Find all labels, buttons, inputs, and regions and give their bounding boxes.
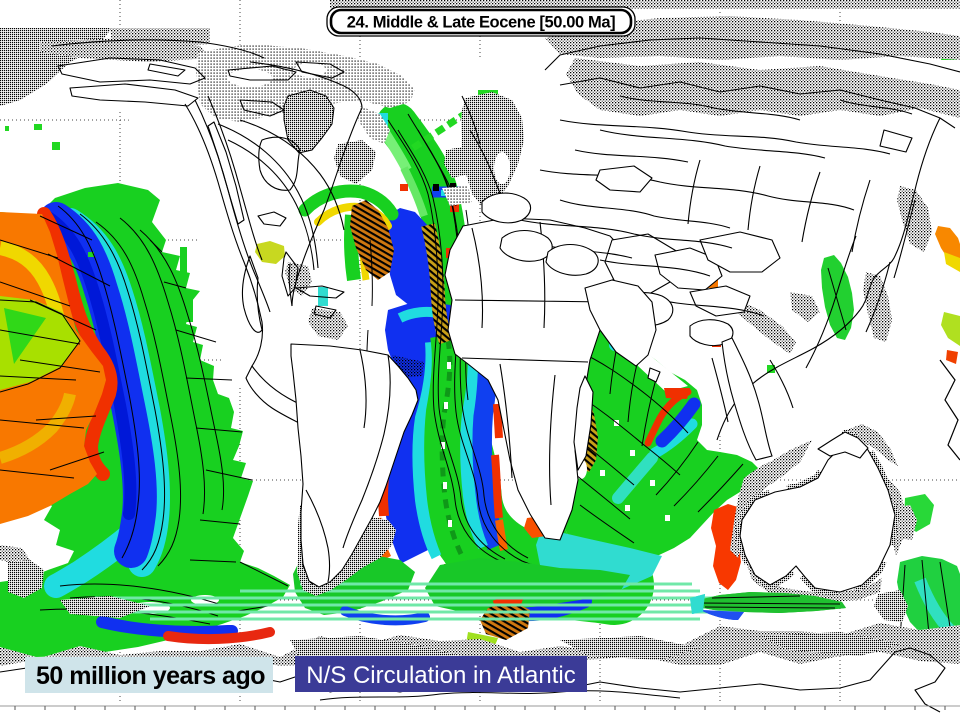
svg-text:N/S Circulation in Atlantic: N/S Circulation in Atlantic — [306, 662, 575, 689]
svg-text:24. Middle & Late Eocene [50.0: 24. Middle & Late Eocene [50.00 Ma] — [347, 14, 615, 32]
svg-text:50 million years ago: 50 million years ago — [36, 662, 265, 690]
